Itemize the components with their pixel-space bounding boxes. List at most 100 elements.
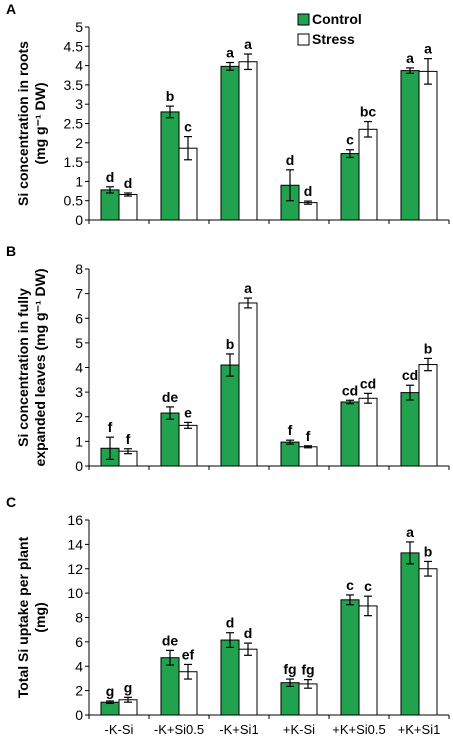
y-axis-label-line: Si concentration in roots (15, 41, 31, 206)
y-tick-label: 4 (75, 58, 83, 74)
y-tick-label: 5 (75, 335, 83, 351)
panel-letter: C (6, 494, 16, 510)
significance-letter: c (184, 119, 192, 135)
y-tick-label: 0.5 (64, 193, 84, 209)
bar-stress (358, 128, 378, 221)
y-tick-label: 2 (75, 135, 83, 151)
y-tick-label: 4.5 (64, 38, 84, 54)
y-axis-label-line: (mg) (32, 602, 48, 632)
significance-letter: b (424, 543, 433, 559)
panel-a: A Si concentration in roots(mg g⁻¹ DW) 0 0.… (6, 1, 450, 228)
significance-letter: a (406, 50, 414, 66)
significance-letter: c (346, 132, 354, 148)
bar-stress (298, 202, 318, 221)
y-tick-label: 6 (75, 634, 83, 650)
significance-letter: cd (402, 367, 418, 383)
y-tick-label: 1 (75, 173, 83, 189)
bar-control (340, 153, 360, 221)
significance-letter: d (226, 615, 235, 631)
bar-stress (418, 568, 438, 716)
y-tick-label: 0 (75, 458, 83, 474)
bar-stress (238, 302, 258, 467)
significance-letter: a (226, 45, 234, 61)
bar-control (220, 364, 240, 467)
significance-letter: a (406, 524, 414, 540)
x-category-label: -K+Si1 (219, 722, 258, 737)
x-category-label: -K-Si (105, 722, 134, 737)
legend-control-swatch (297, 13, 310, 26)
significance-letter: b (424, 340, 433, 356)
panel-letter: B (6, 243, 16, 259)
significance-letter: d (286, 152, 295, 168)
bar-stress (238, 61, 258, 221)
significance-letter: a (244, 36, 252, 52)
y-axis-label-line: expanded leaves (mg g⁻¹ DW) (32, 269, 48, 467)
y-axis-label: Total Si uptake per plant(mg) (15, 536, 48, 698)
bar-control (400, 552, 420, 716)
legend: Control Stress (297, 11, 362, 47)
bar-stress (238, 648, 258, 716)
significance-letter: de (162, 389, 179, 405)
significance-letter: f (126, 431, 131, 447)
x-category-label: +K+Si0.5 (332, 722, 386, 737)
significance-letter: a (424, 41, 432, 57)
y-axis-label: Si concentration in roots(mg g⁻¹ DW) (15, 41, 48, 206)
significance-letter: de (162, 632, 179, 648)
significance-letter: fg (283, 661, 296, 677)
bar-stress (358, 605, 378, 716)
bar-stress (358, 397, 378, 467)
significance-letter: d (124, 175, 133, 191)
significance-letter: g (124, 679, 133, 695)
bar-stress (418, 364, 438, 467)
legend-stress-label: Stress (312, 31, 355, 47)
significance-letter: d (244, 625, 253, 641)
y-tick-label: 8 (75, 261, 83, 277)
y-tick-label: 7 (75, 286, 83, 302)
y-axis-label: Si concentration in fullyexpanded leaves… (15, 269, 48, 467)
significance-letter: f (108, 419, 113, 435)
significance-letter: c (364, 578, 372, 594)
significance-letter: f (288, 422, 293, 438)
significance-letter: ef (182, 646, 195, 662)
y-tick-label: 3.5 (64, 77, 84, 93)
bar-stress (118, 194, 138, 221)
y-tick-label: 1 (75, 433, 83, 449)
significance-letter: bc (360, 104, 377, 120)
bar-control (280, 441, 300, 467)
bar-control (160, 412, 180, 467)
y-tick-label: 2.5 (64, 116, 84, 132)
y-tick-label: 8 (75, 610, 83, 626)
y-axis-label-line: Si concentration in fully (15, 288, 31, 447)
significance-letter: g (106, 683, 115, 699)
bar-control (340, 401, 360, 467)
bar-control (400, 392, 420, 467)
significance-letter: cd (342, 382, 358, 398)
bar-stress (418, 70, 438, 221)
y-tick-label: 2 (75, 683, 83, 699)
y-tick-label: 2 (75, 409, 83, 425)
y-tick-label: 5 (75, 19, 83, 35)
legend-stress-swatch (297, 33, 310, 46)
x-category-label: +K+Si1 (398, 722, 441, 737)
x-category-label: +K-Si (283, 722, 315, 737)
bar-stress (178, 424, 198, 467)
panel-c: C Total Si uptake per plant(mg) 0 2 4 6 8 10 12 1… (6, 494, 450, 737)
significance-letter: c (346, 577, 354, 593)
y-tick-label: 6 (75, 310, 83, 326)
y-tick-label: 14 (67, 536, 83, 552)
y-axis-label-line: (mg g⁻¹ DW) (32, 82, 48, 164)
significance-letter: cd (360, 375, 376, 391)
bar-control (160, 111, 180, 221)
panel-letter: A (6, 1, 16, 17)
significance-letter: a (244, 280, 252, 296)
significance-letter: d (304, 183, 313, 199)
panel-b: B Si concentration in fullyexpanded leave… (6, 243, 450, 474)
bar-control (280, 682, 300, 716)
significance-letter: b (166, 88, 175, 104)
y-tick-label: 10 (67, 585, 83, 601)
bar-control (340, 599, 360, 716)
y-tick-label: 0 (75, 212, 83, 228)
bar-stress (298, 446, 318, 467)
significance-letter: fg (301, 662, 314, 678)
y-tick-label: 3 (75, 384, 83, 400)
